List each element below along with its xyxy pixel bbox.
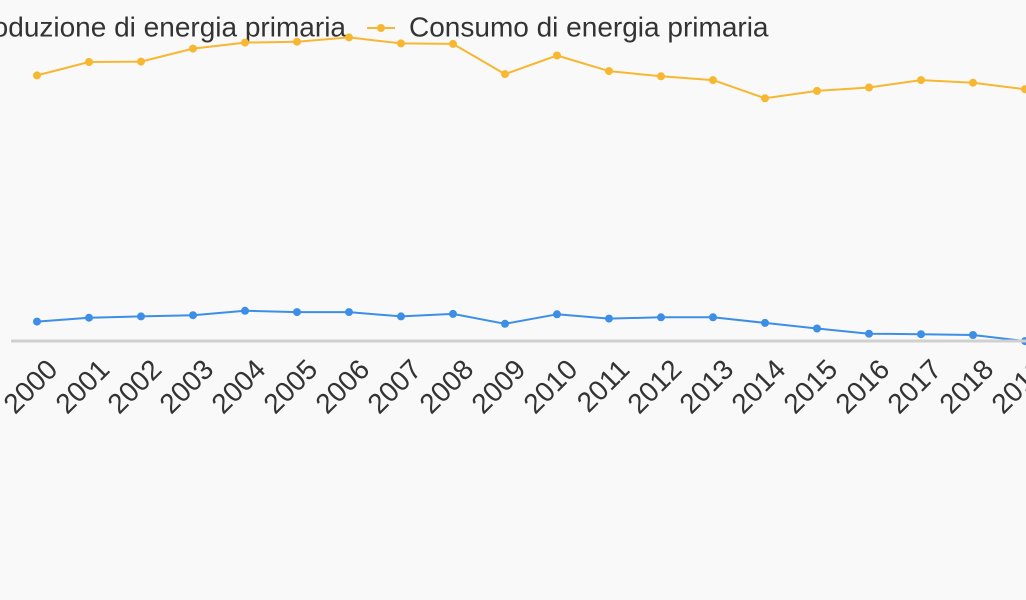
data-point-1-2018[interactable]	[969, 331, 977, 339]
x-tick-label: 2012	[621, 353, 687, 419]
data-point-1-2001[interactable]	[85, 313, 93, 322]
x-tick-label: 2018	[933, 353, 999, 419]
data-point-1-2005[interactable]	[293, 308, 301, 317]
data-point-2-2017[interactable]	[917, 76, 925, 85]
data-point-1-2017[interactable]	[917, 330, 925, 339]
data-point-2-2000[interactable]	[33, 71, 41, 80]
x-tick-label: 2002	[101, 353, 167, 419]
data-point-2-2002[interactable]	[137, 57, 145, 66]
data-point-2-2009[interactable]	[501, 70, 509, 79]
data-point-2-2013[interactable]	[709, 76, 717, 85]
x-tick-label: 2019	[985, 353, 1026, 419]
x-tick-label: 2011	[571, 353, 636, 418]
data-point-2-2019[interactable]	[1021, 85, 1026, 94]
legend-item-1[interactable]: Produzione di energia primaria	[0, 12, 346, 43]
data-point-1-2009[interactable]	[501, 319, 509, 328]
series-2	[33, 33, 1026, 103]
data-point-1-2015[interactable]	[813, 324, 821, 333]
x-tick-label: 2017	[881, 353, 947, 419]
data-point-1-2006[interactable]	[345, 308, 353, 317]
data-point-2-2008[interactable]	[449, 39, 457, 48]
legend-item-2[interactable]: Consumo di energia primaria	[367, 12, 769, 43]
series-line-2	[36, 36, 1026, 100]
x-tick-label: 2014	[725, 353, 791, 419]
data-point-2-2016[interactable]	[865, 83, 873, 92]
data-point-1-2012[interactable]	[657, 313, 665, 322]
data-point-2-2010[interactable]	[553, 51, 561, 60]
x-tick-label: 2000	[0, 353, 63, 419]
x-tick-label: 2007	[361, 353, 427, 419]
data-point-2-2011[interactable]	[605, 67, 613, 76]
data-point-1-2002[interactable]	[137, 312, 145, 321]
data-point-1-2000[interactable]	[33, 317, 41, 326]
data-point-1-2008[interactable]	[449, 309, 457, 318]
data-point-2-2004[interactable]	[241, 38, 249, 47]
data-point-2-2006[interactable]	[345, 33, 353, 42]
data-point-2-2014[interactable]	[761, 94, 769, 103]
data-point-1-2011[interactable]	[605, 314, 613, 323]
data-point-2-2018[interactable]	[969, 78, 977, 87]
data-point-1-2013[interactable]	[709, 313, 717, 322]
x-tick-label: 2009	[465, 353, 531, 419]
legend: Produzione di energia primaria Consumo di…	[0, 12, 769, 43]
x-tick-label: 2010	[517, 353, 583, 419]
series-1	[33, 306, 1026, 346]
data-point-2-2001[interactable]	[85, 58, 93, 66]
data-point-1-2004[interactable]	[241, 306, 249, 315]
data-point-1-2003[interactable]	[189, 311, 197, 320]
x-tick-label: 2004	[205, 353, 271, 419]
x-tick-label: 2013	[673, 353, 739, 419]
data-point-1-2014[interactable]	[761, 318, 769, 327]
x-tick-label: 2005	[257, 353, 323, 419]
legend-label-2: Consumo di energia primaria	[409, 12, 769, 43]
data-point-2-2003[interactable]	[189, 44, 197, 53]
series-line-1	[36, 309, 1026, 343]
data-point-2-2005[interactable]	[293, 37, 301, 46]
x-tick-label: 2001	[49, 353, 115, 419]
x-axis-ticks: 2000200120022003200420052006200720082009…	[0, 353, 1026, 419]
x-tick-label: 2015	[777, 353, 843, 419]
data-point-2-2015[interactable]	[813, 86, 821, 95]
data-point-2-2007[interactable]	[397, 39, 405, 48]
x-tick-label: 2006	[309, 353, 375, 419]
legend-swatch-dot-2	[377, 24, 385, 32]
data-point-1-2016[interactable]	[865, 329, 873, 338]
series-layer	[33, 33, 1026, 346]
legend-label-1: Produzione di energia primaria	[0, 12, 346, 43]
x-tick-label: 2016	[829, 353, 895, 419]
x-tick-label: 2003	[153, 353, 219, 419]
x-tick-label: 2008	[413, 353, 479, 419]
data-point-2-2012[interactable]	[657, 72, 665, 81]
data-point-1-2010[interactable]	[553, 310, 561, 319]
data-point-1-2007[interactable]	[397, 312, 405, 321]
